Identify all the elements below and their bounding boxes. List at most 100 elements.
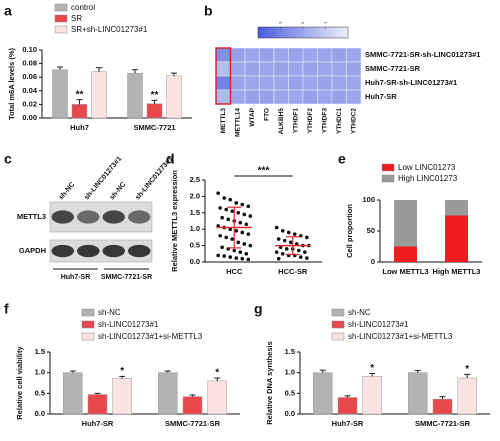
data-point [240, 202, 245, 207]
bar-segment [394, 200, 417, 247]
heat-cell [317, 61, 333, 77]
y-tick-label: 1.0 [35, 368, 45, 377]
data-point [282, 238, 287, 243]
bar [71, 104, 88, 119]
bar [146, 103, 163, 119]
heat-cell [259, 61, 275, 77]
y-tick-label: 0.00 [22, 113, 37, 122]
data-point [284, 247, 289, 251]
y-tick-label: 0.5 [285, 388, 295, 397]
x-tick-label: Low METTL3 [382, 267, 428, 276]
heat-cell [244, 47, 260, 63]
column-label: YTHDF3 [321, 108, 328, 134]
heat-cell [346, 47, 362, 63]
data-point [246, 257, 251, 262]
legend-label: sh-LINC01273#1+si-METTL3 [348, 332, 453, 341]
heat-cell [259, 47, 275, 63]
legend-label: sh-LINC01273#1 [98, 320, 159, 329]
y-tick-label: 0.08 [22, 59, 37, 68]
x-tick-label: SMMC-7721 [133, 123, 175, 132]
legend-label: sh-NC [98, 308, 121, 317]
column-label: YTHDC1 [336, 108, 343, 134]
data-point [222, 254, 226, 258]
heat-cell [244, 89, 260, 105]
heat-cell [230, 47, 246, 63]
bar-segment [394, 246, 417, 262]
legend-label: sh-NC [348, 308, 371, 317]
data-point [276, 256, 281, 261]
y-tick-label: 50 [367, 226, 375, 235]
heat-cell [288, 61, 304, 77]
column-label: FTO [263, 108, 270, 121]
x-tick-label: High METTL3 [433, 267, 481, 276]
heat-cell [230, 61, 246, 77]
blot-band [77, 210, 100, 224]
y-axis-label: Relative DNA synthesis [265, 341, 274, 425]
bar [52, 69, 68, 119]
colorbar-label: 3 [278, 21, 283, 24]
bar [63, 372, 83, 415]
data-point [286, 230, 291, 235]
legend-label: sh-LINC01273#1 [348, 320, 409, 329]
y-tick-label: 0.04 [22, 86, 37, 95]
colorbar-label: 1 [323, 21, 328, 24]
heat-cell [273, 75, 289, 91]
data-point [230, 237, 235, 241]
data-point [244, 252, 249, 256]
y-tick-label: 0.0 [190, 257, 200, 266]
blot-band [128, 244, 151, 258]
y-tick-label: 0.5 [35, 388, 45, 397]
bar [91, 71, 107, 119]
data-point [246, 204, 251, 209]
legend-label: sh-LINC01273#1+si-METTL3 [98, 332, 203, 341]
column-label: YTHDC2 [350, 108, 357, 134]
x-tick-label: Huh7 [70, 123, 89, 132]
data-point [276, 237, 281, 241]
y-axis-label: Cell proportion [345, 204, 354, 258]
data-point [240, 230, 245, 235]
data-point [234, 229, 239, 233]
heat-cell [346, 89, 362, 105]
heat-cell [346, 75, 362, 91]
x-tick-label: HCC-SR [278, 267, 308, 276]
heat-cell [302, 89, 318, 105]
heat-cell [331, 61, 347, 77]
column-label: ALKBH5 [278, 108, 285, 135]
row-label: METTL3 [17, 212, 46, 221]
legend-swatch [331, 320, 345, 329]
legend-label: SR+sh-LINC01273#1 [71, 25, 148, 34]
column-label: YTHDF2 [307, 108, 314, 134]
legend-label: SR [71, 14, 82, 23]
heat-cell [346, 61, 362, 77]
heat-cell [215, 47, 231, 63]
legend-swatch [81, 320, 95, 329]
panel-letter: f [4, 301, 9, 317]
data-point [305, 256, 309, 260]
panel-letter: b [204, 3, 213, 19]
blot-band [128, 210, 151, 224]
significance: ** [76, 89, 84, 100]
data-point [240, 256, 245, 261]
group-label: Huh7-SR [61, 274, 91, 281]
y-tick-label: 1.5 [190, 208, 200, 217]
legend-label: High LINC01273 [398, 174, 458, 183]
data-point [228, 197, 233, 202]
blot-band [102, 244, 125, 258]
data-point [234, 201, 239, 205]
data-point [238, 250, 243, 254]
x-tick-label: SMMC-7721-SR [415, 419, 471, 428]
legend-swatch [381, 163, 395, 172]
data-point [303, 250, 307, 254]
bar [408, 372, 428, 415]
data-point [224, 235, 229, 240]
blot-band [51, 210, 74, 224]
y-tick-label: 0.02 [22, 99, 37, 108]
y-tick-label: 0.5 [190, 241, 200, 250]
lane-label: sh-NC [109, 181, 128, 201]
bar [112, 378, 132, 415]
significance: *** [258, 166, 270, 177]
heat-cell [230, 89, 246, 105]
column-label: METTL3 [220, 108, 227, 134]
data-point [288, 240, 293, 245]
heat-cell [302, 47, 318, 63]
